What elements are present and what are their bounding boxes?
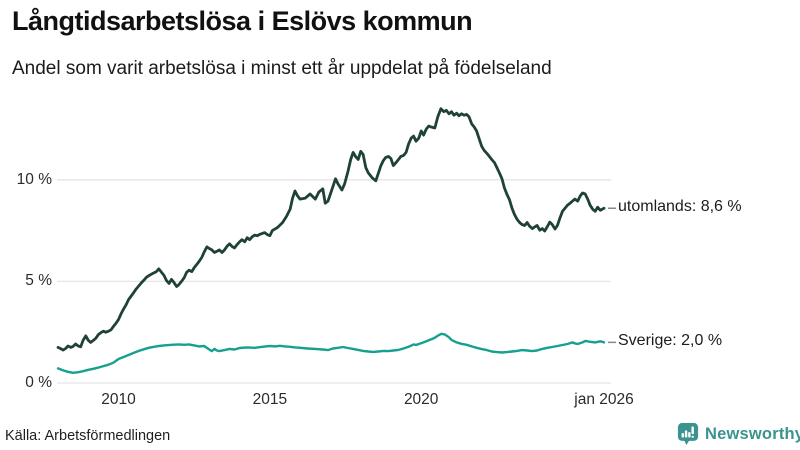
page-subtitle: Andel som varit arbetslösa i minst ett å… <box>12 58 552 79</box>
x-axis-tick-2015: 2015 <box>252 391 288 408</box>
x-axis-tick-2020: 2020 <box>403 391 439 408</box>
newsworthy-logo: Newsworthy <box>677 422 800 446</box>
source-credit: Källa: Arbetsförmedlingen <box>5 428 171 444</box>
x-axis-tick-2010: 2010 <box>101 391 136 408</box>
y-axis-tick-5: 5 % <box>25 272 52 290</box>
x-axis-tick-jan-2026: jan 2026 <box>574 391 634 408</box>
newsworthy-icon <box>677 423 699 445</box>
series-label-sverige: Sverige: 2,0 % <box>618 332 723 350</box>
series-label-utomlands: utomlands: 8,6 % <box>618 198 742 216</box>
y-axis-tick-10: 10 % <box>16 170 52 188</box>
series-line-Sverige <box>56 332 606 374</box>
newsworthy-wordmark: Newsworthy <box>705 424 800 443</box>
series-line-utomlands <box>56 107 606 352</box>
y-axis-tick-0: 0 % <box>25 374 52 391</box>
page-title: Långtidsarbetslösa i Eslövs kommun <box>12 6 473 36</box>
